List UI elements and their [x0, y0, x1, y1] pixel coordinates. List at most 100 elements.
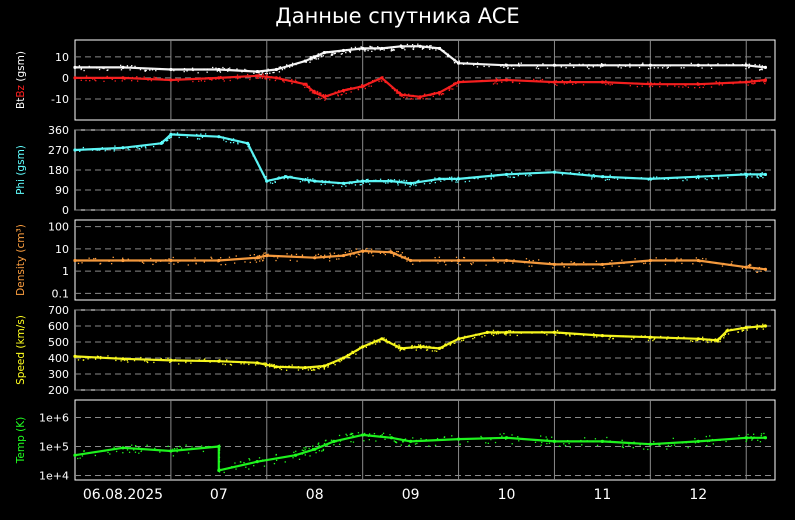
noise-point-density [760, 270, 762, 272]
noise-point-phi [757, 177, 760, 179]
noise-point-bt [401, 47, 403, 50]
noise-point-temp [600, 441, 603, 443]
noise-point-temp [539, 435, 542, 437]
noise-point-bt [358, 47, 360, 49]
noise-point-temp [759, 441, 762, 443]
noise-point-bt [183, 70, 185, 73]
noise-point-bt [144, 70, 146, 72]
noise-point-phi [304, 180, 306, 182]
noise-point-bt [349, 51, 351, 54]
noise-point-phi [609, 174, 611, 176]
y-axis-label: Temp (K) [15, 417, 27, 464]
noise-point-speed [399, 350, 401, 352]
noise-point-speed [100, 355, 102, 358]
noise-point-speed [714, 341, 716, 343]
noise-point-speed [593, 336, 595, 338]
noise-point-density [570, 261, 572, 263]
noise-point-bt [647, 68, 650, 70]
noise-point-phi [373, 179, 375, 182]
data-point-density [121, 258, 125, 263]
noise-point-density [152, 260, 154, 262]
noise-point-density [397, 250, 399, 253]
noise-point-bz [262, 73, 264, 75]
noise-point-density [273, 255, 275, 258]
noise-point-temp [639, 444, 641, 446]
noise-point-temp [534, 441, 537, 443]
noise-point-bt [397, 46, 399, 48]
noise-point-bz [222, 78, 224, 81]
noise-point-bt [381, 48, 384, 50]
noise-point-bt [96, 67, 98, 69]
noise-point-density [731, 261, 733, 263]
noise-point-bt [129, 69, 131, 71]
noise-point-phi [325, 180, 327, 182]
noise-point-density [295, 253, 298, 256]
noise-point-temp [261, 459, 264, 461]
noise-point-speed [648, 337, 650, 340]
noise-point-bt [253, 72, 255, 74]
noise-point-temp [179, 445, 181, 448]
noise-point-density [258, 257, 260, 260]
noise-point-phi [744, 172, 746, 174]
noise-point-speed [297, 369, 300, 371]
noise-point-bz [442, 93, 445, 95]
noise-point-bz [456, 85, 458, 87]
noise-point-temp [312, 449, 314, 451]
noise-point-bz [314, 92, 317, 94]
noise-point-bz [384, 80, 386, 83]
noise-point-speed [379, 341, 381, 343]
noise-point-phi [547, 171, 549, 173]
noise-point-temp [382, 432, 385, 434]
x-tick-label: 12 [689, 487, 707, 503]
noise-point-speed [203, 359, 205, 361]
noise-point-density [676, 259, 678, 261]
noise-point-bt [334, 52, 336, 55]
noise-point-temp [548, 442, 551, 444]
noise-point-bt [476, 66, 479, 68]
noise-point-bz [396, 89, 398, 91]
series-line-temp [74, 433, 766, 472]
noise-point-bz [391, 87, 393, 90]
noise-point-bt [426, 45, 428, 47]
noise-point-phi [114, 145, 116, 147]
noise-point-bz [710, 86, 713, 88]
noise-point-bz [701, 83, 703, 85]
x-tick-label: 08 [306, 487, 324, 503]
noise-point-density [692, 263, 694, 265]
noise-point-temp [83, 450, 85, 452]
noise-point-density [168, 262, 170, 264]
noise-point-bt [400, 44, 402, 46]
noise-point-temp [367, 435, 370, 437]
noise-point-bz [575, 82, 577, 85]
noise-point-temp [672, 437, 674, 440]
noise-point-bz [555, 80, 557, 82]
x-tick-label: 07 [210, 487, 228, 503]
noise-point-temp [459, 443, 461, 445]
noise-point-phi [232, 138, 235, 140]
noise-point-bt [241, 70, 243, 73]
noise-point-speed [508, 330, 510, 332]
noise-point-bz [494, 82, 496, 84]
noise-point-density [528, 259, 531, 262]
noise-point-phi [96, 149, 98, 151]
noise-point-temp [350, 432, 352, 435]
noise-point-speed [401, 347, 403, 349]
noise-point-phi [712, 178, 714, 180]
noise-point-bt [126, 65, 129, 67]
noise-point-bt [624, 65, 627, 67]
noise-point-bt [120, 64, 122, 67]
noise-point-bt [725, 63, 728, 66]
noise-point-temp [501, 435, 503, 437]
noise-point-bz [367, 82, 370, 84]
noise-point-temp [330, 439, 333, 441]
noise-point-temp [135, 445, 137, 447]
noise-point-bt [404, 49, 406, 51]
noise-point-speed [348, 354, 351, 357]
y-axis-label: BtBz (gsm) [15, 51, 27, 109]
noise-point-bt [710, 65, 712, 67]
noise-point-bz [752, 83, 754, 85]
noise-point-density [348, 250, 351, 252]
noise-point-phi [186, 136, 188, 138]
noise-point-temp [318, 450, 321, 452]
noise-point-bt [421, 48, 424, 50]
